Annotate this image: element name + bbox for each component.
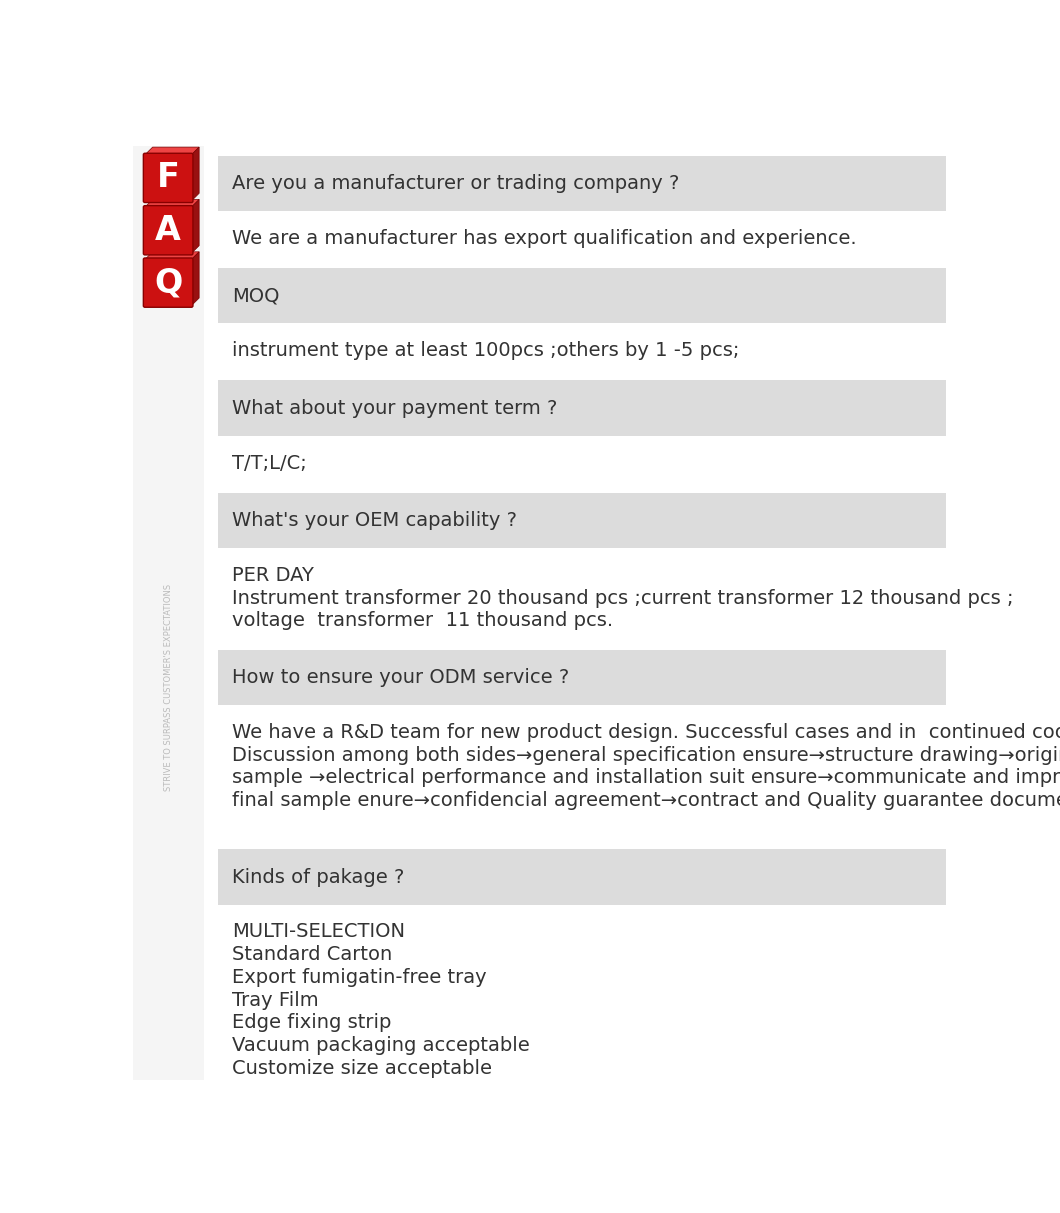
Polygon shape <box>192 199 199 254</box>
Text: A: A <box>155 213 181 246</box>
Text: We have a R&D team for new product design. Successful cases and in  continued co: We have a R&D team for new product desig… <box>232 723 1060 742</box>
Text: We are a manufacturer has export qualification and experience.: We are a manufacturer has export qualifi… <box>232 229 856 247</box>
Text: final sample enure→confidencial agreement→contract and Quality guarantee documen: final sample enure→confidencial agreemen… <box>232 791 1060 810</box>
Text: Vacuum packaging acceptable: Vacuum packaging acceptable <box>232 1036 529 1055</box>
FancyBboxPatch shape <box>143 206 193 255</box>
Text: instrument type at least 100pcs ;others by 1 -5 pcs;: instrument type at least 100pcs ;others … <box>232 341 739 360</box>
Bar <box>132 146 204 1080</box>
Text: Tray Film: Tray Film <box>232 991 318 1009</box>
Bar <box>217 906 947 1075</box>
Text: T/T;L/C;: T/T;L/C; <box>232 454 306 473</box>
Bar <box>217 650 947 705</box>
Text: Q: Q <box>154 266 182 300</box>
Text: sample →electrical performance and installation suit ensure→communicate and impr: sample →electrical performance and insta… <box>232 769 1060 787</box>
Bar <box>217 492 947 548</box>
Text: Discussion among both sides→general specification ensure→structure drawing→origi: Discussion among both sides→general spec… <box>232 746 1060 764</box>
Text: Are you a manufacturer or trading company ?: Are you a manufacturer or trading compan… <box>232 173 679 193</box>
Bar <box>217 381 947 435</box>
Text: MOQ: MOQ <box>232 286 279 306</box>
Text: Kinds of pakage ?: Kinds of pakage ? <box>232 867 404 887</box>
Polygon shape <box>145 199 199 207</box>
Polygon shape <box>145 147 199 155</box>
Bar <box>217 706 947 849</box>
Text: MULTI-SELECTION: MULTI-SELECTION <box>232 923 405 941</box>
Polygon shape <box>192 252 199 306</box>
Text: F: F <box>157 161 179 194</box>
Polygon shape <box>192 147 199 201</box>
Text: Standard Carton: Standard Carton <box>232 945 392 964</box>
Bar <box>217 155 947 211</box>
Text: PER DAY: PER DAY <box>232 566 314 585</box>
Text: Instrument transformer 20 thousand pcs ;current transformer 12 thousand pcs ;: Instrument transformer 20 thousand pcs ;… <box>232 588 1013 608</box>
Bar <box>217 437 947 492</box>
Text: Edge fixing strip: Edge fixing strip <box>232 1013 391 1032</box>
Text: How to ensure your ODM service ?: How to ensure your ODM service ? <box>232 668 569 687</box>
Polygon shape <box>145 252 199 260</box>
Text: What about your payment term ?: What about your payment term ? <box>232 399 558 417</box>
Text: voltage  transformer  11 thousand pcs.: voltage transformer 11 thousand pcs. <box>232 611 613 631</box>
Text: What's your OEM capability ?: What's your OEM capability ? <box>232 511 516 530</box>
Bar <box>217 549 947 649</box>
Bar <box>217 324 947 380</box>
FancyBboxPatch shape <box>143 258 193 307</box>
Bar <box>217 268 947 324</box>
FancyBboxPatch shape <box>143 153 193 203</box>
Text: STRIVE TO SURPASS CUSTOMER'S EXPECTATIONS: STRIVE TO SURPASS CUSTOMER'S EXPECTATION… <box>163 583 173 791</box>
Text: Export fumigatin-free tray: Export fumigatin-free tray <box>232 968 487 987</box>
Bar <box>217 212 947 267</box>
Bar <box>217 849 947 905</box>
Text: Customize size acceptable: Customize size acceptable <box>232 1059 492 1078</box>
